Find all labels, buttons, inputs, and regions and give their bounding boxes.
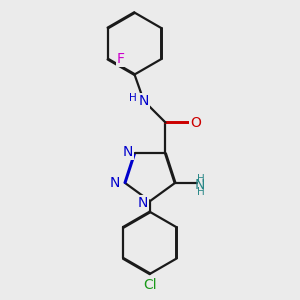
Text: H: H — [197, 187, 205, 196]
Text: H: H — [129, 93, 137, 103]
Text: N: N — [139, 94, 149, 108]
Text: H: H — [197, 174, 205, 184]
Text: F: F — [117, 52, 125, 66]
Text: N: N — [123, 145, 133, 159]
Text: N: N — [110, 176, 120, 190]
Text: O: O — [190, 116, 201, 130]
Text: Cl: Cl — [143, 278, 157, 292]
Text: N: N — [195, 178, 205, 192]
Text: N: N — [138, 196, 148, 210]
